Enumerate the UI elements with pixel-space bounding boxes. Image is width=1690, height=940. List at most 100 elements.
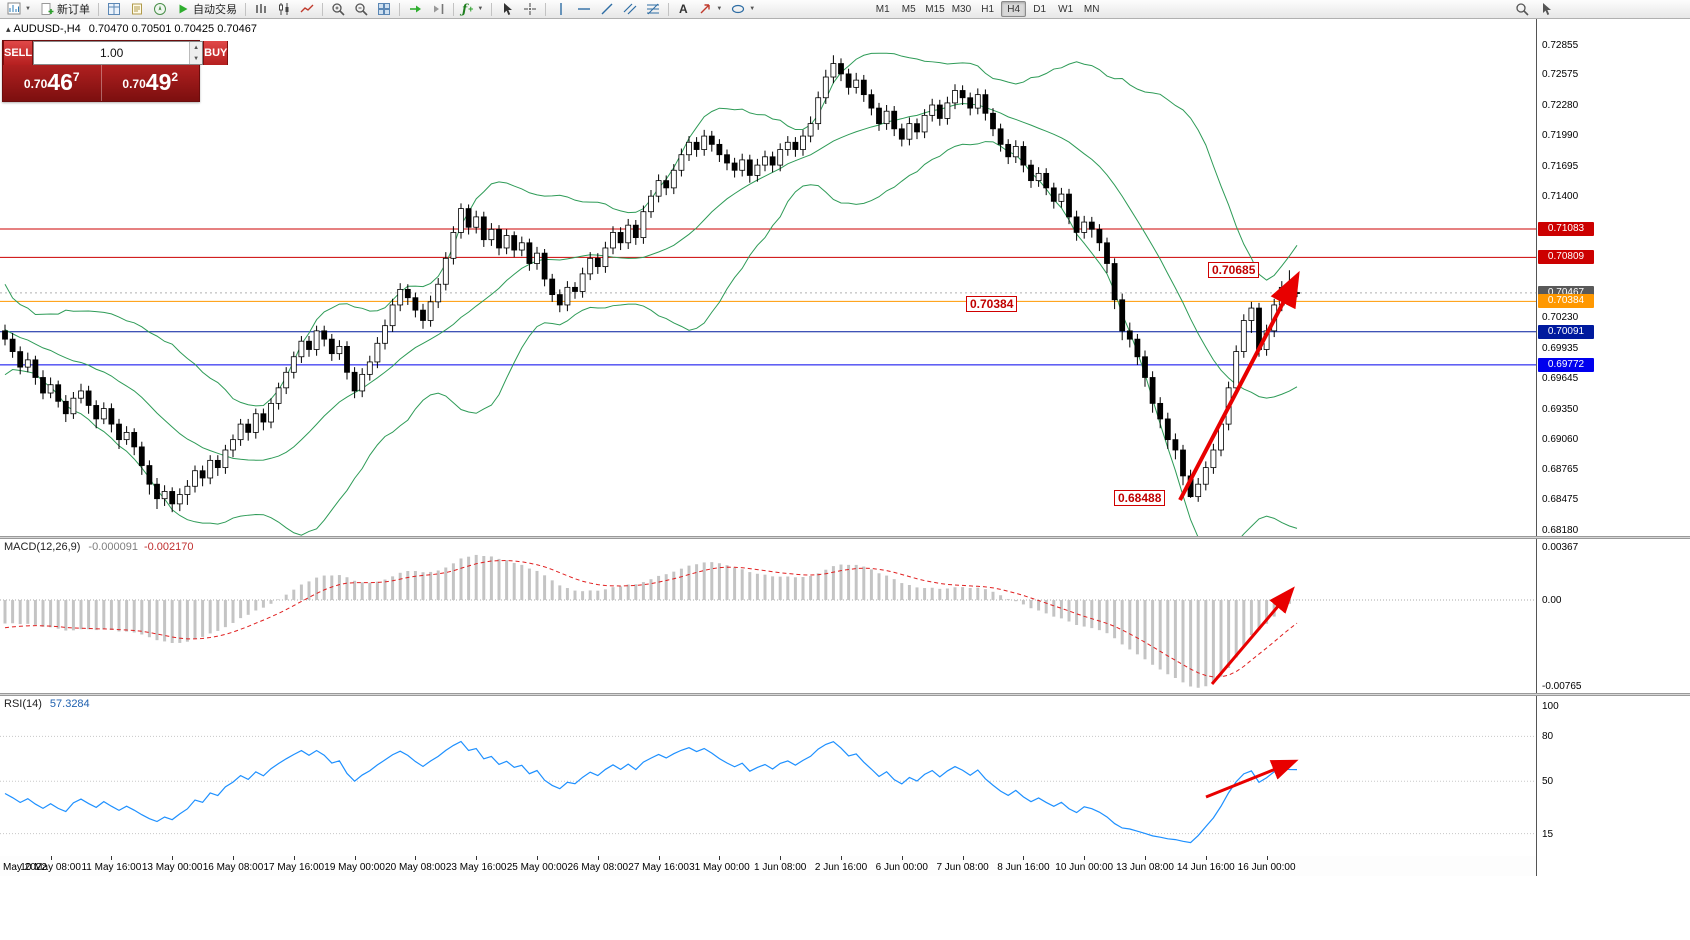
chart-title: ▴ AUDUSD-,H4 0.70470 0.70501 0.70425 0.704…: [6, 23, 257, 35]
zoom-out-button[interactable]: [350, 1, 372, 18]
axis-label: 100: [1542, 701, 1559, 713]
trend-arrow[interactable]: [1178, 270, 1300, 501]
macd-pane-divider[interactable]: [0, 536, 1690, 539]
rsi-pane-divider[interactable]: [0, 693, 1690, 696]
indicators-button[interactable]: ƒ + ▼: [458, 1, 487, 18]
tile-windows-icon: [377, 3, 390, 15]
pointer-button[interactable]: [1535, 1, 1557, 18]
price-axis[interactable]: 0.72855 0.72575 0.72280 0.71990 0.71695 0.714…: [1537, 0, 1690, 876]
new-order-label: 新订单: [56, 4, 90, 16]
trendline-button[interactable]: [596, 1, 618, 18]
timeframe-d1-button[interactable]: D1: [1033, 3, 1047, 15]
time-axis-label: 19 May 00:00: [324, 862, 385, 873]
fibonacci-button[interactable]: [642, 1, 664, 18]
timeframe-m30-button[interactable]: M30: [951, 3, 972, 15]
vertical-line-icon: [560, 3, 563, 15]
market-watch-button[interactable]: [103, 1, 125, 18]
volume-input[interactable]: [34, 42, 190, 64]
chevron-down-icon: ▼: [25, 6, 31, 12]
timeframe-mn-button[interactable]: MN: [1083, 3, 1100, 15]
channel-icon: [623, 3, 637, 15]
timeframe-m1-button[interactable]: M1: [875, 3, 890, 15]
bar-chart-mode-button[interactable]: [250, 1, 272, 18]
time-tick: [233, 856, 234, 860]
buy-button[interactable]: BUY: [203, 41, 229, 65]
line-chart-mode-button[interactable]: [296, 1, 318, 18]
sell-button[interactable]: SELL: [3, 41, 34, 65]
time-axis-label: 10 May 08:00: [20, 862, 81, 873]
zoom-in-icon: [332, 3, 345, 16]
sell-price-prefix: 0.70: [23, 77, 48, 91]
time-axis-label: 26 May 08:00: [567, 862, 629, 873]
trend-arrow[interactable]: [1210, 586, 1295, 685]
crosshair-icon: [524, 3, 537, 15]
price-badge: 0.70091: [1538, 324, 1594, 339]
time-tick: [1205, 856, 1207, 860]
macd-indicator-label: MACD(12,26,9) -0.000091 -0.002170: [4, 541, 194, 553]
auto-scroll-button[interactable]: [404, 1, 426, 18]
chart-shift-button[interactable]: [427, 1, 449, 18]
new-order-button[interactable]: 新订单: [36, 1, 94, 18]
time-tick: [901, 856, 903, 860]
trend-arrow[interactable]: [1205, 759, 1299, 799]
price-annotation[interactable]: 0.68488: [1114, 490, 1166, 506]
shapes-button[interactable]: ▼: [727, 1, 759, 18]
axis-label: 80: [1542, 731, 1554, 743]
time-axis-label: 6 Jun 00:00: [875, 862, 928, 873]
timeframe-h4-button[interactable]: H4: [1001, 1, 1027, 17]
volume-field: ▲ ▼: [33, 41, 204, 65]
tile-windows-button[interactable]: [373, 1, 395, 18]
time-axis-label: 8 Jun 16:00: [997, 862, 1050, 873]
autotrading-button[interactable]: 自动交易: [172, 1, 241, 18]
timeframe-h1-button[interactable]: H1: [981, 3, 995, 15]
toolbar-separator: [398, 2, 400, 16]
search-button[interactable]: [1511, 1, 1533, 18]
sell-price[interactable]: 0.70 46 7: [3, 65, 101, 101]
crosshair-button[interactable]: [519, 1, 541, 18]
market-watch-icon: [107, 3, 120, 15]
toolbar-right-group: [1511, 1, 1557, 18]
timeframe-m5-button[interactable]: M5: [901, 3, 916, 15]
axis-label: 0.00367: [1542, 542, 1579, 553]
ohlc-values: 0.70470 0.70501 0.70425 0.70467: [88, 23, 257, 35]
text-tool-button[interactable]: A: [673, 1, 693, 18]
time-axis[interactable]: May 2022 10 May 08:00 11 May 16:00 13 May 0…: [0, 856, 1536, 876]
volume-up-button[interactable]: ▲: [190, 42, 203, 53]
data-window-button[interactable]: [126, 1, 148, 18]
axis-label: 0.68475: [1542, 494, 1579, 506]
timeframe-m15-button[interactable]: M15: [925, 3, 945, 15]
sell-price-big: 46: [47, 69, 73, 95]
horizontal-line-button[interactable]: [573, 1, 595, 18]
price-annotation[interactable]: 0.70384: [966, 296, 1018, 312]
time-tick: [1266, 856, 1268, 860]
time-tick: [537, 856, 538, 860]
timeframe-w1-button[interactable]: W1: [1058, 3, 1074, 15]
toolbar-separator: [97, 2, 99, 16]
new-chart-icon: [7, 2, 21, 15]
channel-button[interactable]: [619, 1, 641, 18]
cursor-button[interactable]: [496, 1, 518, 18]
buy-price[interactable]: 0.70 49 2: [102, 65, 200, 101]
time-tick: [172, 856, 174, 860]
new-chart-button[interactable]: ▼: [3, 1, 35, 18]
text-tool-icon: A: [679, 2, 688, 16]
candlestick-mode-button[interactable]: [273, 1, 295, 18]
price-annotation[interactable]: 0.70685: [1208, 262, 1260, 278]
vertical-line-button[interactable]: [550, 1, 572, 18]
zoom-in-button[interactable]: [327, 1, 349, 18]
horizontal-line-icon: [578, 8, 591, 10]
navigator-button[interactable]: [149, 1, 171, 18]
axis-label: 0.00: [1542, 595, 1562, 607]
toolbar-separator: [244, 2, 246, 16]
time-axis-label: 27 May 16:00: [628, 862, 689, 873]
axis-label: 0.72280: [1542, 99, 1579, 111]
candlestick-icon: [278, 3, 289, 15]
volume-down-button[interactable]: ▼: [190, 53, 203, 64]
buy-price-prefix: 0.70: [122, 77, 146, 91]
cursor-icon: [504, 3, 513, 15]
trendline-icon: [601, 3, 613, 15]
arrow-object-button[interactable]: ▼: [694, 1, 726, 18]
toolbar-separator: [491, 2, 493, 16]
